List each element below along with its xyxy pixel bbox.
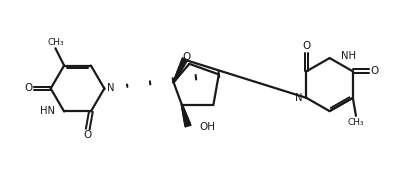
Text: O: O	[302, 41, 310, 51]
Text: N: N	[295, 93, 303, 103]
Text: CH₃: CH₃	[47, 38, 64, 47]
Text: O: O	[24, 84, 33, 93]
Text: O: O	[371, 66, 379, 76]
Text: O: O	[84, 130, 92, 140]
Text: CH₃: CH₃	[348, 118, 364, 127]
Text: O: O	[182, 52, 190, 62]
Text: N: N	[107, 83, 115, 93]
Text: OH: OH	[199, 122, 215, 132]
Text: NH: NH	[341, 51, 356, 61]
Text: HN: HN	[40, 107, 56, 116]
